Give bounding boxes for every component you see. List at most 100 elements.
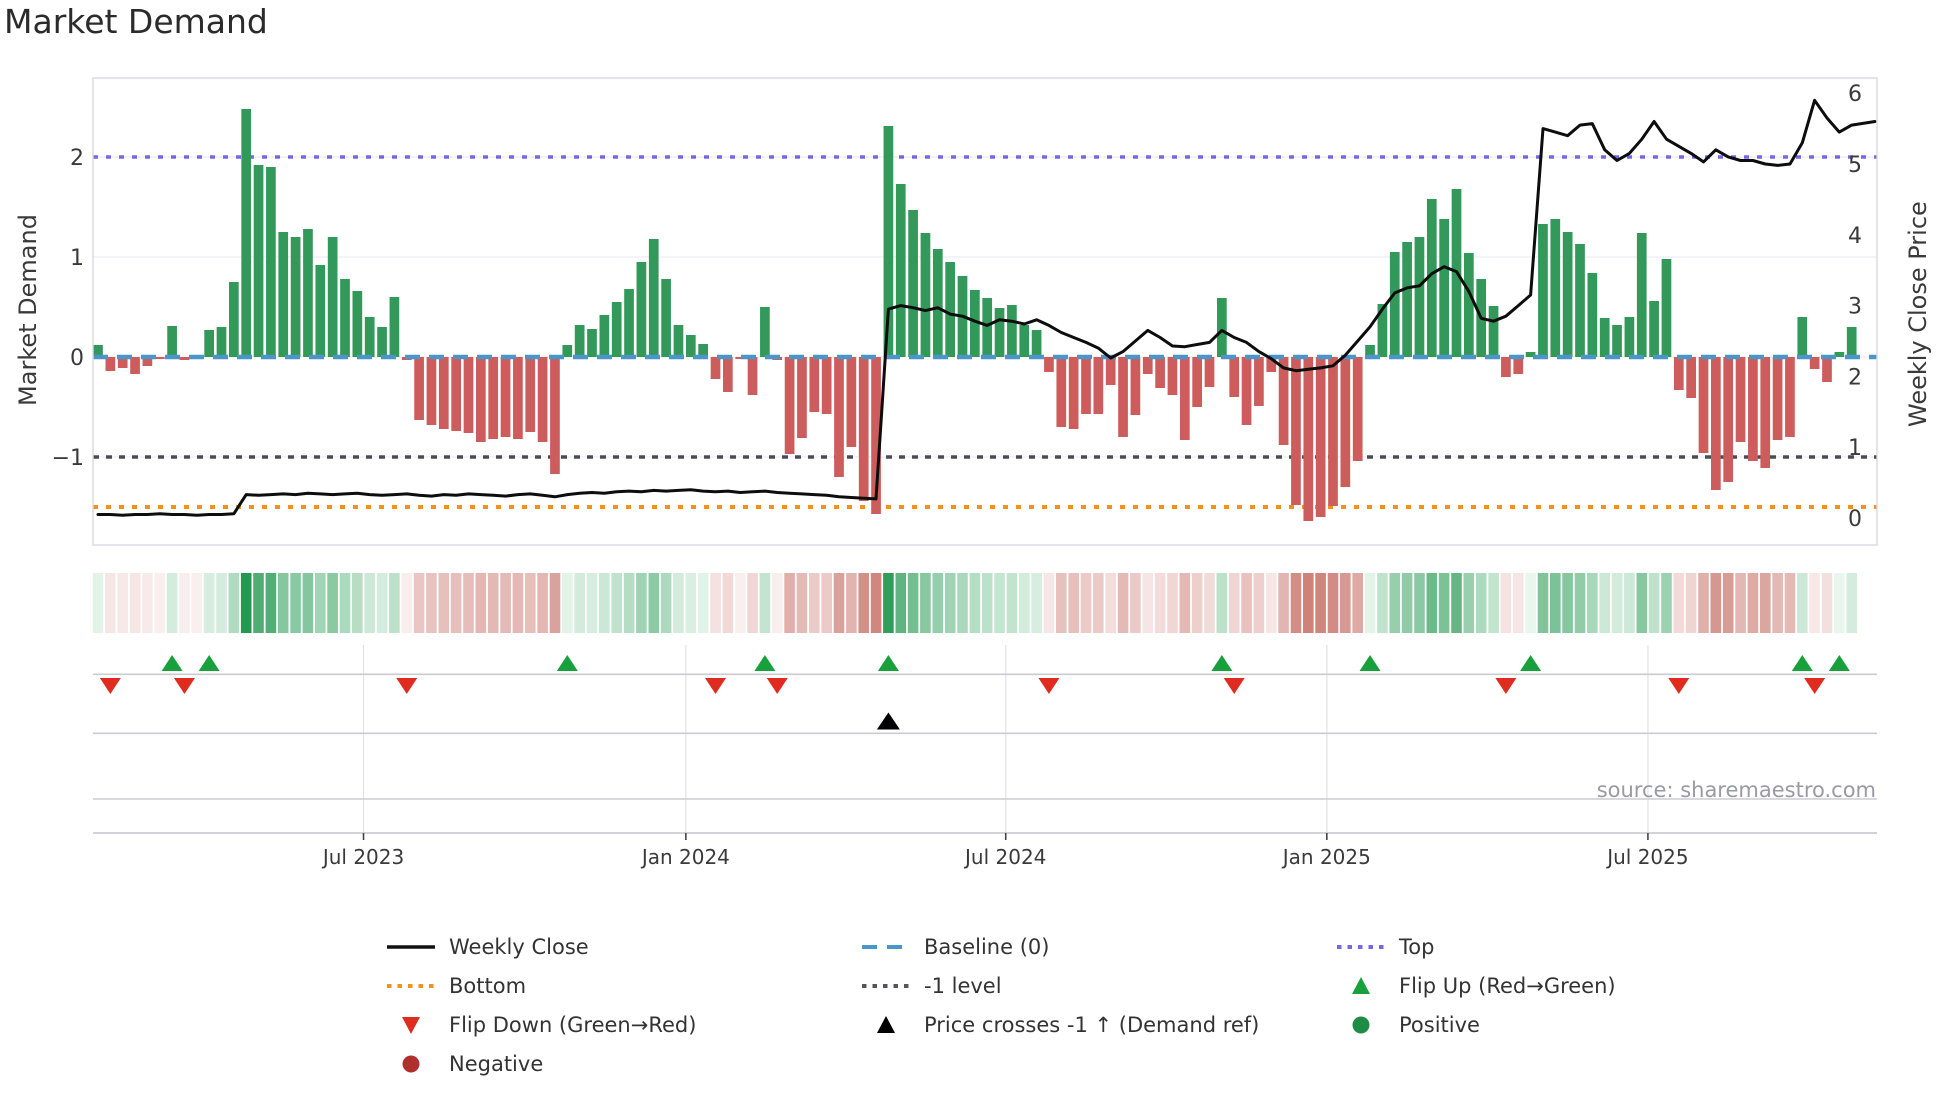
legend-dashes-icon: [862, 945, 910, 949]
heatmap-cell: [1760, 573, 1771, 633]
flip-down-triangle-icon: [766, 678, 788, 694]
heatmap-cell: [1574, 573, 1586, 633]
heatmap-cell: [1710, 573, 1722, 633]
heatmap-cell: [352, 573, 363, 633]
demand-bar: [932, 249, 943, 357]
demand-bar: [266, 167, 276, 357]
heatmap-cell: [1451, 573, 1462, 633]
demand-bar: [1550, 219, 1561, 357]
demand-bar: [1661, 259, 1672, 357]
demand-bar: [1797, 317, 1808, 357]
demand-bar: [315, 265, 326, 357]
heatmap-cell: [129, 573, 141, 633]
heatmap-cell: [957, 573, 968, 633]
demand-bar: [636, 262, 647, 357]
flip-up-triangle-icon: [556, 655, 578, 671]
legend-dots-icon: [387, 984, 435, 988]
heatmap-cell: [1500, 573, 1512, 633]
heatmap-cell: [1648, 573, 1660, 633]
demand-bar: [562, 345, 573, 357]
heatmap-cell: [1031, 573, 1042, 633]
demand-bar: [673, 325, 684, 357]
heatmap-cell: [401, 573, 412, 633]
demand-bar: [1315, 357, 1326, 517]
heatmap-cell: [932, 573, 944, 633]
demand-bar: [871, 357, 881, 514]
x-axis-tick-label: Jan 2025: [1281, 845, 1371, 869]
flip-up-triangle-icon: [1791, 655, 1813, 671]
demand-bar: [1377, 304, 1388, 357]
heatmap-cell: [858, 573, 869, 633]
demand-bar: [1081, 357, 1091, 414]
demand-bar: [340, 279, 350, 357]
legend-label: Bottom: [449, 974, 527, 998]
demand-bar: [1278, 357, 1289, 445]
heatmap-cell: [290, 573, 301, 633]
flip-down-triangle-icon: [705, 678, 726, 694]
heatmap-cell: [673, 573, 684, 633]
demand-bar: [1488, 306, 1499, 357]
x-axis-tick-label: Jul 2023: [321, 845, 404, 869]
demand-bar: [476, 357, 486, 442]
heatmap-cell: [1562, 573, 1573, 633]
demand-bar: [179, 357, 190, 360]
legend-item: Price crosses -1 ↑ (Demand ref): [860, 1012, 1335, 1038]
heatmap-cell: [1228, 573, 1240, 633]
heatmap-cell: [734, 573, 746, 633]
heatmap-cell: [154, 573, 165, 633]
heatmap-cell: [895, 573, 907, 633]
demand-bar: [525, 357, 536, 432]
demand-bar: [278, 232, 289, 357]
heatmap-cell: [846, 573, 857, 633]
demand-bar: [1105, 357, 1116, 385]
heatmap-cell: [784, 573, 795, 633]
demand-bar: [1007, 305, 1017, 357]
y-axis-tick-label: 2: [70, 146, 84, 171]
heatmap-cell: [1340, 573, 1351, 633]
y-axis-tick-label: 0: [70, 346, 84, 371]
demand-bar: [1340, 357, 1351, 487]
heatmap-cell: [685, 573, 697, 633]
y-axis-tick-label: 0: [1848, 507, 1862, 532]
demand-bar: [1118, 357, 1128, 437]
price-cross-triangle-icon: [876, 712, 900, 730]
legend-label: Positive: [1399, 1013, 1480, 1037]
heatmap-cell: [636, 573, 647, 633]
heatmap-cell: [809, 573, 820, 633]
demand-bar: [1389, 252, 1400, 357]
demand-bar: [414, 357, 424, 420]
demand-bar: [1414, 237, 1425, 357]
heatmap-cell: [364, 573, 375, 633]
heatmap-cell: [697, 573, 709, 633]
legend-label: -1 level: [924, 974, 1002, 998]
demand-bar: [1056, 357, 1067, 427]
demand-bar: [784, 357, 795, 454]
legend-item: Flip Down (Green→Red): [385, 1012, 860, 1038]
demand-bar: [1624, 317, 1635, 357]
demand-bar: [1562, 232, 1573, 357]
demand-bars: [93, 109, 1857, 521]
demand-bar: [167, 326, 177, 357]
demand-bar: [1365, 345, 1375, 357]
heatmap-cell: [450, 573, 462, 633]
demand-heatmap-strip: [92, 573, 1857, 633]
heatmap-cell: [1463, 573, 1475, 633]
heatmap-cell: [191, 573, 203, 633]
left-axis-title: Market Demand: [14, 214, 42, 406]
heatmap-cell: [1525, 573, 1536, 633]
heatmap-cell: [1438, 573, 1450, 633]
demand-bar: [648, 239, 659, 357]
flip-down-triangle-icon: [1038, 678, 1060, 694]
demand-bar: [1031, 330, 1042, 357]
demand-bar: [1093, 357, 1104, 414]
demand-bar: [303, 229, 313, 357]
demand-bar: [1179, 357, 1190, 440]
demand-bar: [920, 233, 931, 357]
flip-down-triangle-icon: [173, 678, 195, 694]
heatmap-cell: [302, 573, 314, 633]
legend-dots-icon: [1337, 945, 1385, 949]
demand-bar: [377, 327, 387, 357]
demand-bar: [945, 262, 955, 357]
heatmap-cell: [1068, 573, 1079, 633]
